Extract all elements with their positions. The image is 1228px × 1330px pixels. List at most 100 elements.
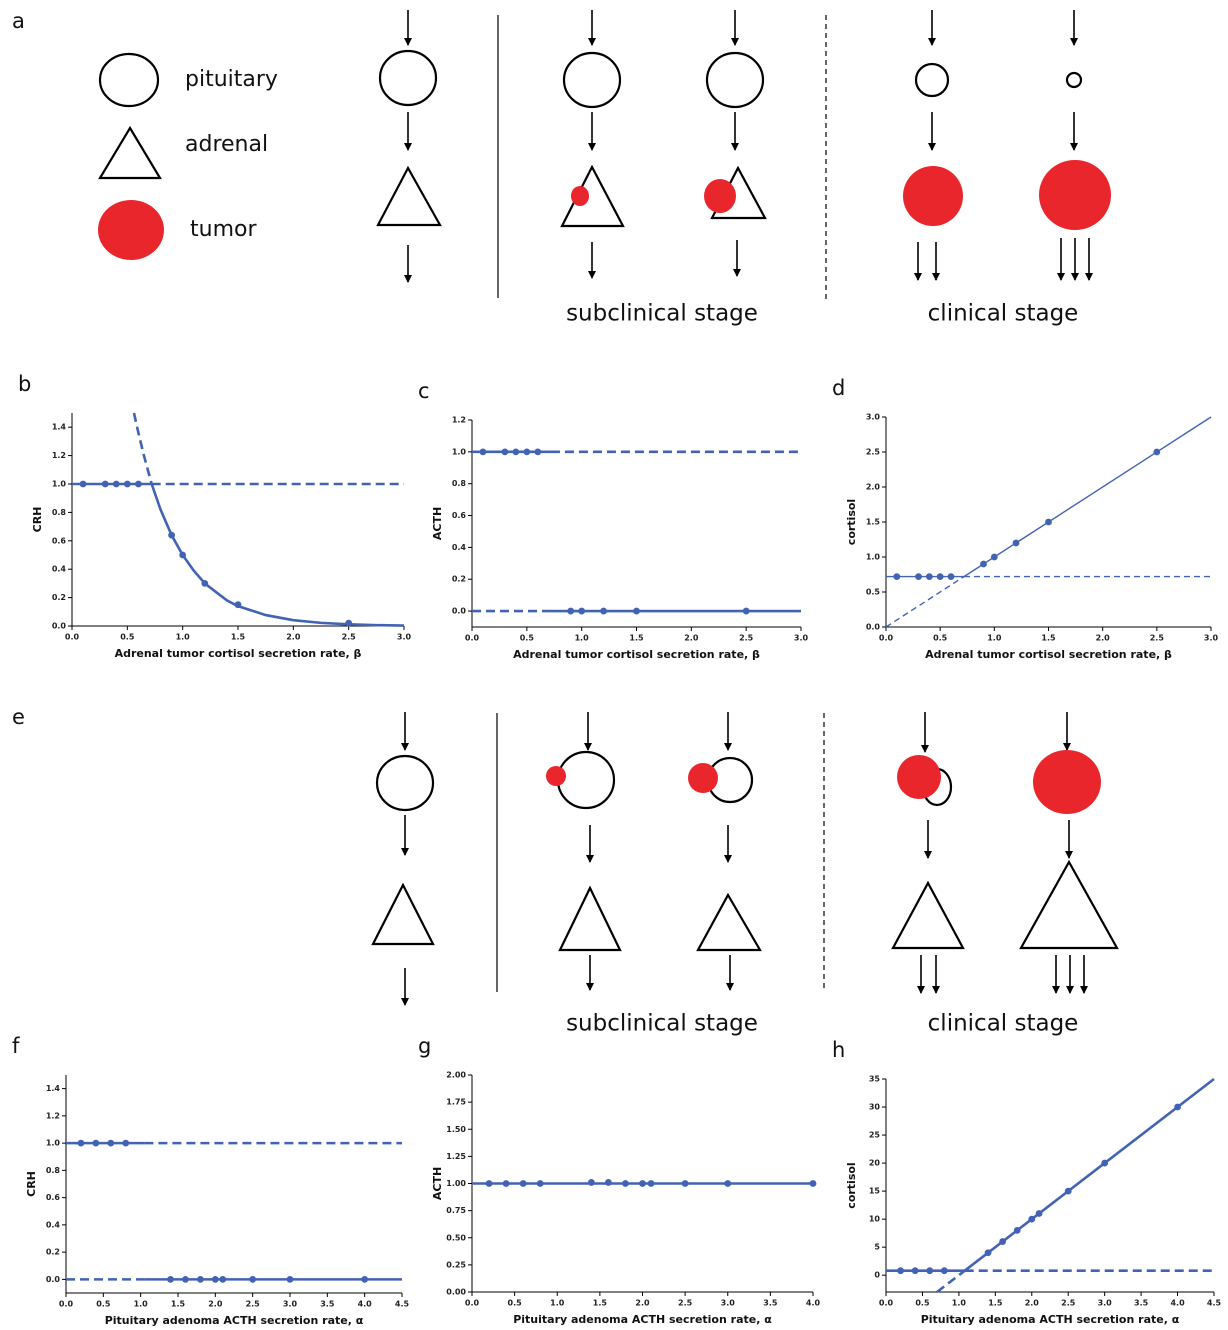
x-tick-label: 3.5 <box>1134 1299 1149 1308</box>
panel-label: h <box>832 1038 845 1062</box>
y-tick-label: 0.4 <box>452 543 467 552</box>
data-point <box>92 1139 100 1147</box>
x-tick-label: 2.5 <box>342 633 357 642</box>
data-point <box>578 607 586 615</box>
x-tick-label: 0.0 <box>879 634 894 643</box>
data-point <box>925 573 933 580</box>
data-point <box>523 448 531 456</box>
tumor-icon <box>98 200 164 260</box>
column-normal <box>376 10 442 283</box>
y-tick-label: 1.50 <box>446 1125 466 1134</box>
data-point <box>536 1180 544 1187</box>
x-tick-label: 1.5 <box>629 634 644 643</box>
y-tick-label: 10 <box>869 1215 881 1224</box>
y-tick-label: 1.2 <box>46 1111 60 1120</box>
x-tick-label: 1.5 <box>171 1300 186 1309</box>
data-point <box>893 573 901 580</box>
data-point <box>123 480 131 488</box>
data-point <box>1035 1210 1043 1217</box>
data-point <box>1013 1226 1021 1234</box>
data-point <box>211 1275 219 1283</box>
x-tick-label: 1.0 <box>550 1299 565 1308</box>
y-tick-label: 0.75 <box>446 1206 466 1215</box>
x-tick-label: 2.5 <box>739 634 754 643</box>
y-tick-label: 1.4 <box>46 1084 61 1093</box>
x-tick-label: 3.0 <box>397 633 412 642</box>
y-tick-label: 0.5 <box>866 588 881 597</box>
chart: f 0.0 0.2 0.4 0.6 0.8 1.0 1.2 1.4 0.0 0.5 1.0 1.5 2.0… <box>12 1034 410 1327</box>
y-tick-label: 0.4 <box>52 565 67 574</box>
data-point <box>897 1267 904 1275</box>
data-point <box>534 448 542 456</box>
data-point <box>1028 1215 1036 1223</box>
y-tick-label: 0.6 <box>452 511 467 520</box>
x-tick-label: 1.5 <box>988 1299 1003 1308</box>
y-tick-label: 0.8 <box>52 508 67 517</box>
y-tick-label: 0.25 <box>446 1260 466 1269</box>
x-axis-label: Adrenal tumor cortisol secretion rate, β <box>115 647 362 660</box>
x-tick-label: 3.0 <box>1204 634 1219 643</box>
y-tick-label: 1.25 <box>446 1152 466 1161</box>
x-tick-label: 1.0 <box>134 1300 149 1309</box>
x-tick-label: 2.5 <box>1150 634 1165 643</box>
x-axis-label: Pituitary adenoma ACTH secretion rate, α <box>921 1313 1180 1326</box>
data-point <box>1064 1187 1072 1195</box>
series-line <box>963 416 1212 578</box>
column-subclinical-2 <box>688 712 762 991</box>
x-tick-label: 4.5 <box>1207 1299 1222 1308</box>
y-axis-label: CRH <box>31 507 44 533</box>
y-tick-label: 5 <box>874 1243 880 1252</box>
x-tick-label: 0.5 <box>933 634 948 643</box>
diagram-e: e subclinical stage <box>12 705 1119 1037</box>
data-point <box>101 480 109 488</box>
diagram-a: a pituitary adrenal tumor subclinical st… <box>12 9 1111 327</box>
x-tick-label: 2.0 <box>1096 634 1111 643</box>
data-point <box>742 607 750 615</box>
y-tick-label: 0.4 <box>46 1220 61 1229</box>
y-tick-label: 0.8 <box>452 479 467 488</box>
x-tick-label: 1.0 <box>575 634 590 643</box>
data-point <box>79 480 87 488</box>
x-tick-label: 1.5 <box>231 633 246 642</box>
data-point <box>1045 518 1052 526</box>
data-point <box>502 1180 510 1187</box>
data-point <box>984 1249 992 1257</box>
data-point <box>479 448 487 456</box>
data-point <box>519 1180 527 1187</box>
data-point <box>622 1180 629 1187</box>
x-axis-label: Adrenal tumor cortisol secretion rate, β <box>513 648 760 661</box>
legend-label: adrenal <box>185 132 268 157</box>
stage-label: clinical stage <box>928 301 1079 327</box>
y-tick-label: 1.75 <box>446 1098 466 1107</box>
x-tick-label: 3.5 <box>763 1299 778 1308</box>
panel-label: d <box>832 376 845 400</box>
y-tick-label: 1.0 <box>46 1139 61 1148</box>
x-tick-label: 3.0 <box>721 1299 736 1308</box>
data-point <box>605 1179 612 1186</box>
column-subclinical-1 <box>560 10 625 279</box>
chart: b 0.0 0.2 0.4 0.6 0.8 1.0 1.2 1.4 0.0 0.5 1.0 1.5 2.0… <box>18 372 412 660</box>
series-line <box>885 576 965 628</box>
data-point <box>77 1139 85 1147</box>
x-tick-label: 3.0 <box>794 634 809 643</box>
y-tick-label: 1.0 <box>52 480 67 489</box>
data-point <box>345 619 353 627</box>
panel-label: c <box>418 379 430 403</box>
column-normal <box>371 712 435 1006</box>
column-clinical-2 <box>1039 10 1111 281</box>
column-clinical-1 <box>891 712 965 994</box>
legend-label: pituitary <box>185 67 278 92</box>
data-point <box>1153 448 1161 456</box>
y-tick-label: 0.0 <box>52 622 67 631</box>
x-axis-label: Pituitary adenoma ACTH secretion rate, α <box>513 1313 772 1326</box>
y-tick-label: 2.5 <box>866 448 881 457</box>
x-tick-label: 2.5 <box>678 1299 693 1308</box>
x-tick-label: 0.0 <box>879 1299 894 1308</box>
x-tick-label: 1.0 <box>987 634 1002 643</box>
data-point <box>633 607 640 615</box>
data-point <box>197 1275 204 1283</box>
x-tick-label: 0.5 <box>96 1300 111 1309</box>
data-point <box>724 1180 732 1187</box>
data-point <box>286 1275 294 1283</box>
